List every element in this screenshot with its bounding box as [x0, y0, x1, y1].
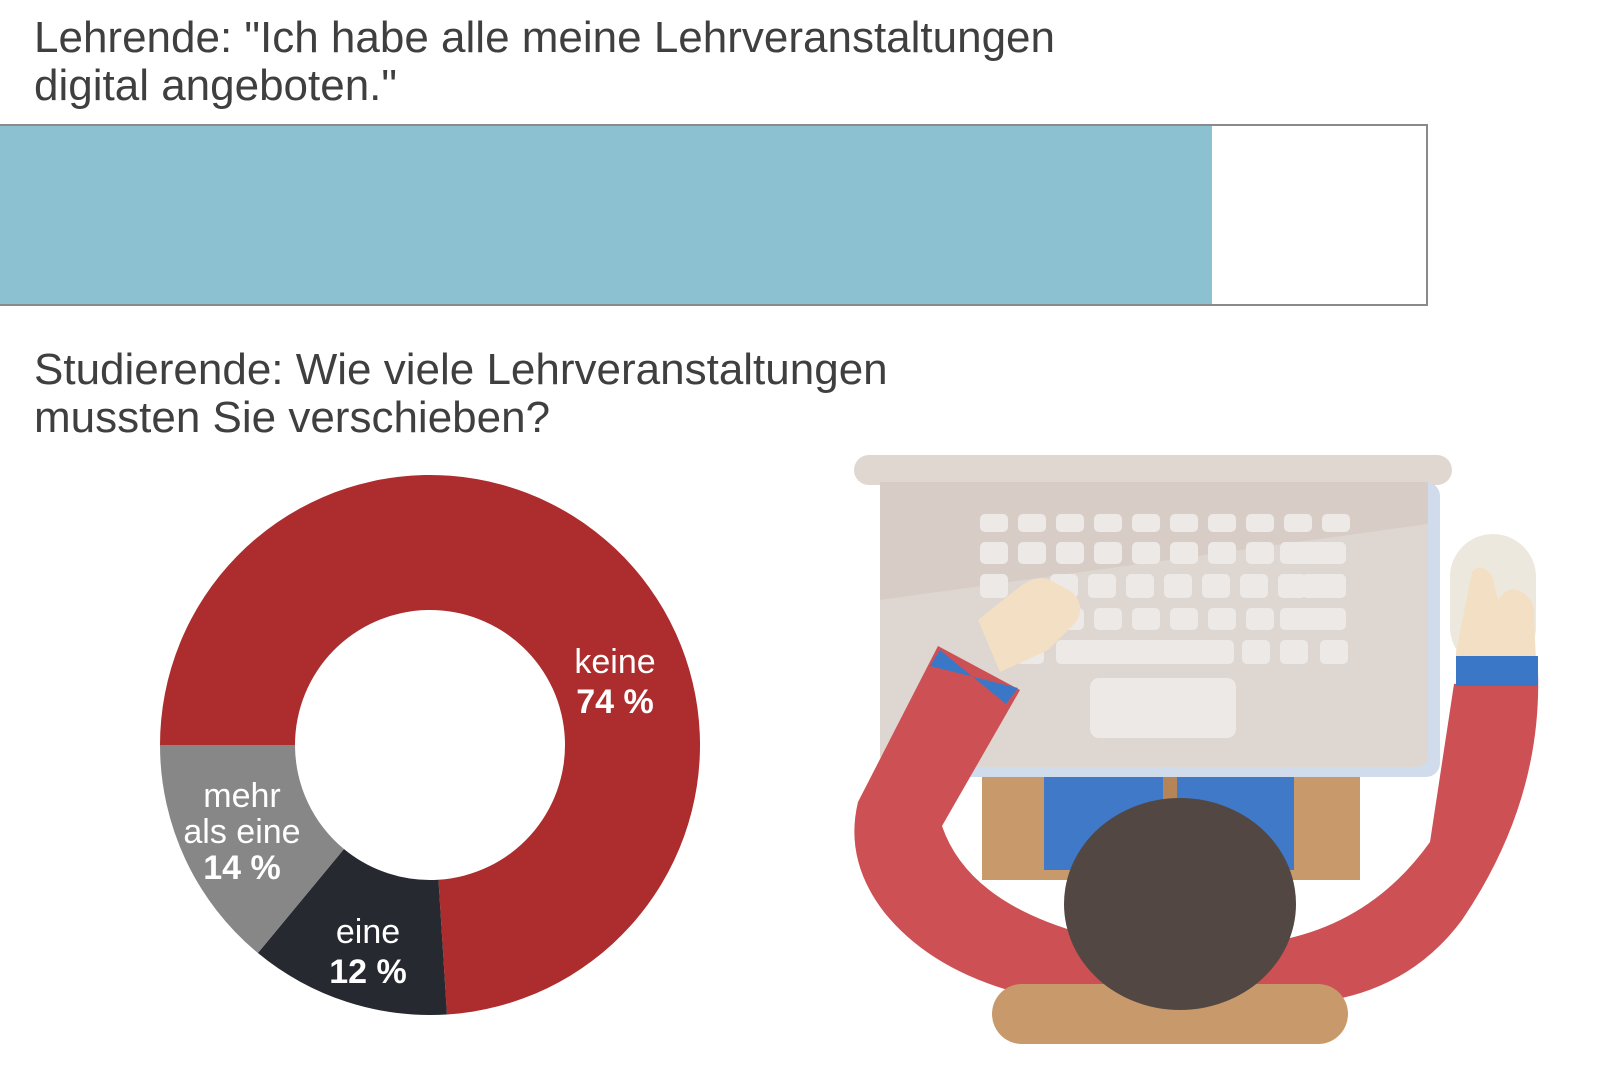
right-hand	[1456, 567, 1536, 660]
title-lehrende-line2: digital angeboten."	[34, 61, 398, 110]
donut-slice-keine	[160, 474, 700, 1015]
donut-label-keine-name: keine	[574, 643, 655, 681]
title-studierende-line2: mussten Sie verschieben?	[34, 393, 551, 442]
student-at-laptop-illustration	[854, 455, 1539, 1044]
chair	[992, 984, 1348, 1044]
bar-fill	[0, 126, 1213, 304]
donut-label-keine-value: 74 %	[576, 683, 654, 721]
donut-label-eine-value: 12 %	[329, 953, 407, 991]
donut-label-eine-name: eine	[336, 913, 400, 951]
donut-label-mehr-als-eine-name: als eine	[183, 813, 300, 851]
bar-track: 85 %	[0, 124, 1428, 306]
head-icon	[1064, 798, 1296, 1010]
title-studierende: Studierende: Wie viele Lehrveranstaltung…	[34, 346, 888, 442]
title-studierende-line1: Studierende: Wie viele Lehrveranstaltung…	[34, 345, 888, 394]
left-hand	[978, 578, 1081, 672]
bar-value-label: 85 %	[1260, 186, 1382, 255]
arms-and-body	[854, 646, 1539, 1002]
donut-slice-mehr-als-eine	[160, 745, 344, 954]
donut-label-mehr-als-eine-name: mehr	[203, 777, 280, 815]
touchpad	[1090, 678, 1236, 738]
title-lehrende: Lehrende: "Ich habe alle meine Lehrveran…	[34, 14, 1055, 110]
title-lehrende-line1: Lehrende: "Ich habe alle meine Lehrveran…	[34, 13, 1056, 62]
donut-label-mehr-als-eine-value: 14 %	[203, 849, 281, 887]
donut-slice-eine	[257, 849, 447, 1015]
